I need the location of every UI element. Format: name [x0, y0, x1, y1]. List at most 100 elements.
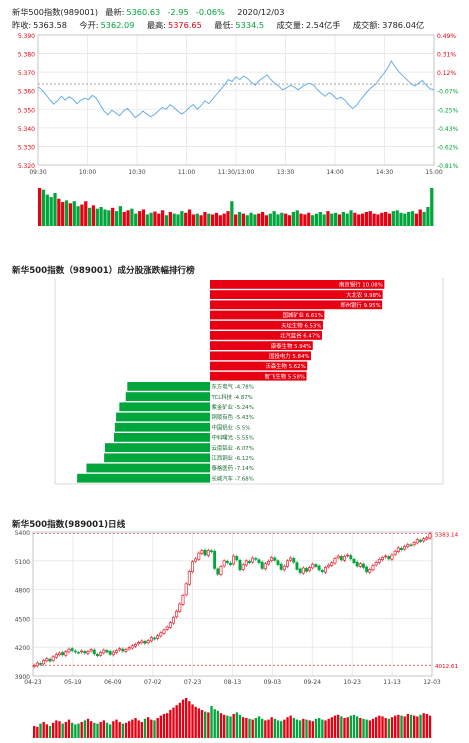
y-tick-right: 0.49%	[437, 33, 456, 40]
x-tick: 07-23	[184, 679, 202, 686]
volume-bar	[114, 211, 119, 226]
candle-body	[396, 547, 400, 552]
volume-bar	[384, 718, 387, 738]
x-tick: 09-03	[264, 679, 282, 686]
volume-bar	[376, 214, 380, 226]
volume-bar	[222, 213, 226, 226]
volume-bar	[257, 213, 261, 226]
volume-bar	[414, 213, 419, 226]
candle-body	[368, 569, 372, 573]
volume-bar	[175, 705, 178, 738]
volume-bar	[407, 211, 411, 226]
volume-bar	[107, 210, 111, 226]
volume-bar	[74, 724, 77, 738]
candle-body	[134, 644, 137, 647]
volume-bar	[172, 707, 175, 738]
volume-bar	[362, 718, 365, 738]
volume-bar	[426, 207, 430, 226]
y-tick-left: 5.390	[18, 33, 35, 40]
candle-body	[181, 595, 185, 605]
volume-bar	[245, 718, 248, 738]
candle-body	[254, 558, 258, 560]
rank-label: 国投电力 5.84%	[269, 352, 309, 360]
high-label: 最高:	[146, 20, 166, 30]
candle-body	[39, 663, 42, 665]
candle-body	[99, 652, 103, 656]
volume-bar	[310, 215, 315, 226]
candle-body	[118, 648, 122, 651]
rank-bar-down	[104, 443, 210, 452]
candle-body	[168, 622, 172, 628]
volume-bar	[80, 722, 83, 738]
volume-bar	[45, 724, 49, 738]
volume-bar	[185, 698, 188, 738]
volume-bar	[126, 210, 130, 226]
volume-bar	[91, 205, 96, 226]
y-tick-left: 5.330	[18, 144, 35, 151]
candle-body	[295, 562, 299, 570]
candle-body	[89, 649, 93, 652]
volume-bar	[64, 722, 68, 738]
candle-body	[422, 538, 426, 542]
x-tick: 06-09	[104, 679, 122, 686]
volume-bar	[90, 721, 93, 738]
volume-bar	[124, 722, 128, 738]
plot-frame	[37, 34, 435, 166]
candle-body	[143, 641, 147, 644]
volume-bar	[410, 211, 415, 226]
volume-bar	[422, 211, 426, 226]
volume-bar	[387, 213, 392, 226]
candle-body	[390, 554, 394, 560]
volume-bar	[273, 718, 277, 738]
volume-bar	[291, 211, 295, 226]
volume-bar	[261, 718, 264, 738]
volume-bar	[68, 203, 73, 226]
candle-body	[251, 557, 255, 563]
volume-bar	[191, 704, 194, 738]
rank-label: 国城矿业 6.61%	[282, 311, 322, 319]
volume-bar	[308, 720, 311, 738]
y-tick-right: -0.62%	[437, 144, 459, 151]
volume-bar	[53, 192, 57, 226]
ranking-title: 新华500指数（989001）成分股涨跌幅排行榜	[12, 266, 195, 276]
candle-body	[203, 549, 207, 556]
volume-bar	[318, 718, 321, 738]
volume-bar	[341, 211, 345, 226]
x-tick: 15:00	[425, 169, 442, 176]
volume-bar	[302, 718, 305, 738]
volume-bar	[213, 709, 216, 738]
change-pct: -0.06%	[195, 7, 225, 17]
volume-bar	[200, 710, 204, 738]
volume-bar	[49, 197, 53, 226]
candle-body	[156, 635, 160, 639]
y-tick: 4200	[15, 645, 30, 652]
volume-bar	[416, 716, 419, 738]
volume-bar	[211, 214, 215, 226]
candle-body	[400, 547, 403, 551]
volume-bar	[77, 723, 80, 738]
volume-bar	[276, 214, 280, 226]
rank-bar-up	[210, 300, 383, 310]
candle-body	[35, 662, 39, 667]
volume-bar	[187, 209, 192, 226]
volume-bar	[343, 718, 346, 738]
volume-bar	[109, 724, 112, 738]
x-tick: 10:30	[128, 169, 145, 176]
y-tick-left: 5.320	[18, 163, 35, 170]
volume-bar	[289, 715, 292, 738]
candle-body	[324, 567, 327, 573]
candle-body	[260, 561, 264, 569]
volume-bar	[137, 720, 140, 738]
volume-bar	[237, 211, 242, 226]
candle-body	[149, 637, 153, 642]
candle-body	[159, 632, 163, 637]
amount-value: 3786.04亿	[382, 20, 425, 30]
volume-bar	[87, 207, 92, 226]
volume-bar	[147, 717, 150, 738]
candle-body	[77, 652, 80, 654]
volume-bar	[103, 209, 107, 226]
rank-bar-down	[116, 412, 210, 422]
candle-body	[222, 560, 226, 567]
candle-body	[419, 539, 422, 542]
volume-bar	[349, 715, 353, 738]
